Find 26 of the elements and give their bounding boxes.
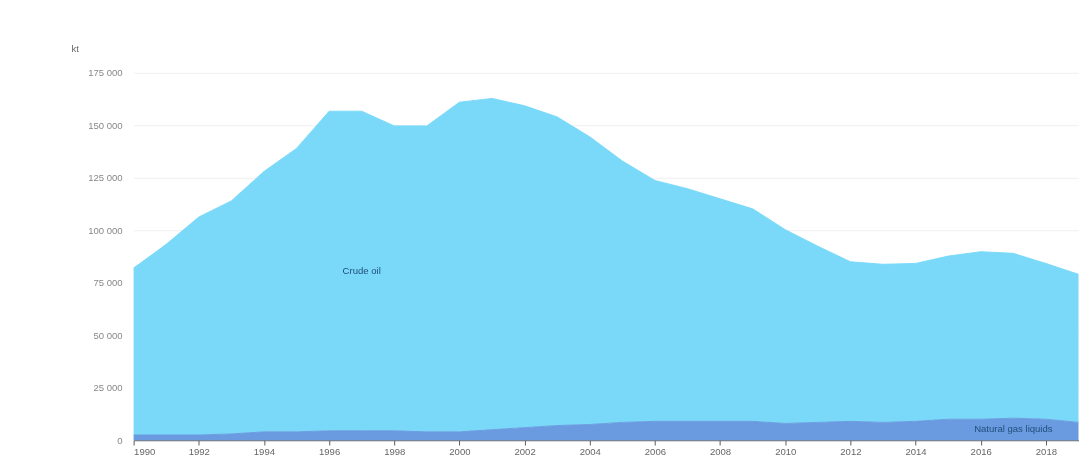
x-tick-label: 2006	[644, 446, 667, 458]
x-tick-label: 2004	[579, 446, 602, 458]
y-tick-label: 125 000	[88, 172, 123, 184]
y-tick-label: 175 000	[88, 67, 123, 79]
x-tick-label: 2002	[514, 446, 536, 458]
y-tick-label: 100 000	[88, 224, 123, 236]
series-label: Natural gas liquids	[974, 423, 1053, 435]
x-tick-label: 1996	[318, 446, 341, 458]
x-tick-label: 2008	[709, 446, 732, 458]
y-tick-label: 150 000	[88, 119, 123, 131]
x-tick-label: 2010	[775, 446, 797, 458]
x-tick-label: 2018	[1035, 446, 1058, 458]
y-tick-label: 50 000	[93, 329, 123, 341]
x-tick-label: 2016	[970, 446, 992, 458]
x-tick-label: 1992	[188, 446, 210, 458]
x-tick-label: 2012	[840, 446, 862, 458]
x-tick-label: 2000	[449, 446, 471, 458]
x-tick-label: 1998	[384, 446, 406, 458]
y-tick-label: 0	[117, 434, 123, 446]
series-label: Crude oil	[342, 264, 381, 276]
x-tick-label: 2014	[905, 446, 928, 458]
y-tick-label: 75 000	[93, 277, 123, 289]
x-tick-label: 1990	[134, 446, 156, 458]
x-tick-label: 1994	[253, 446, 276, 458]
y-tick-label: 25 000	[93, 382, 123, 394]
y-axis-title: kt	[71, 42, 80, 54]
